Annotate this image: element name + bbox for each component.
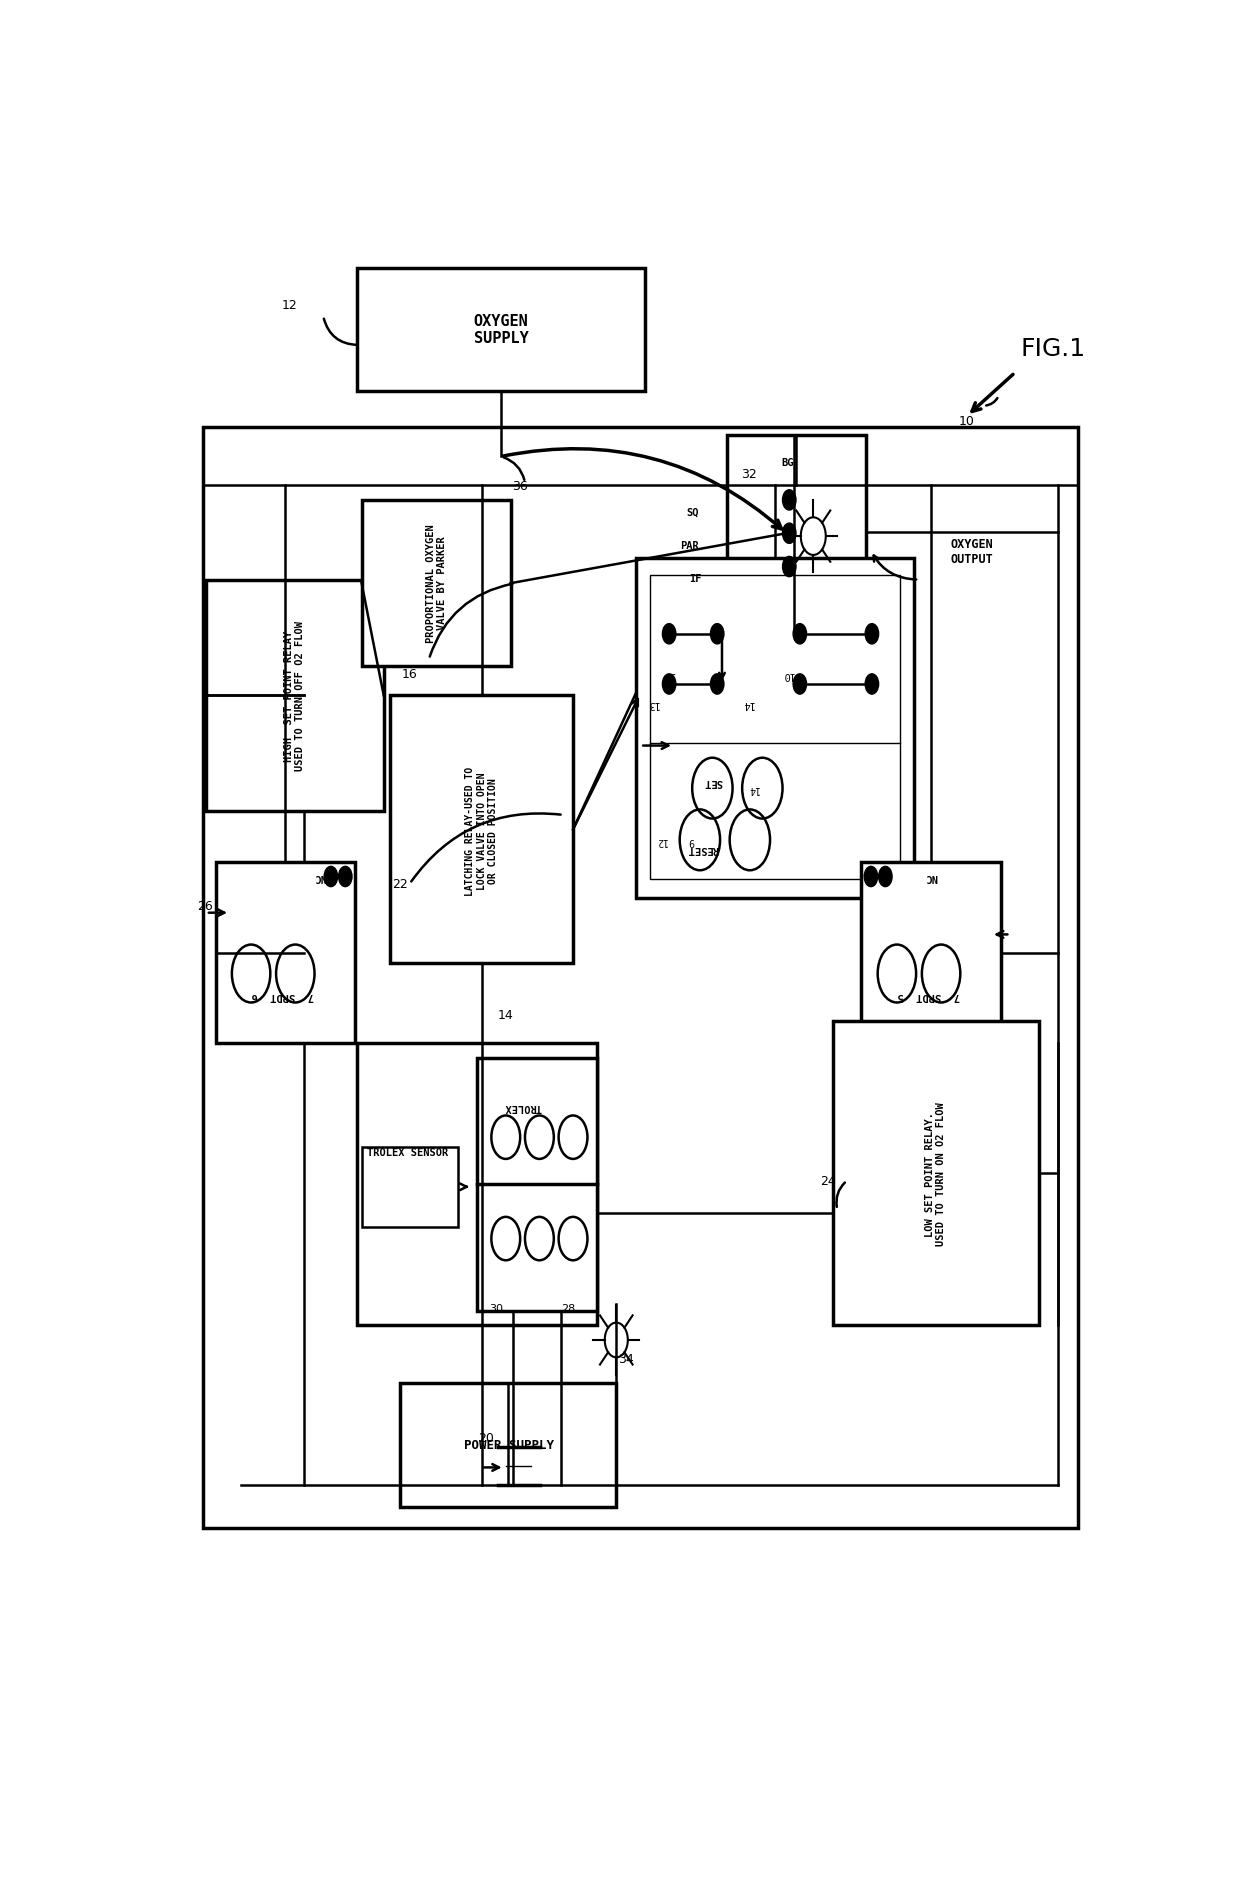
Text: 20: 20 <box>479 1431 495 1444</box>
Circle shape <box>782 556 796 577</box>
Text: 14: 14 <box>742 697 754 709</box>
Text: HIGH  SET POINT RELAY
USED TO TURN OFF O2 FLOW: HIGH SET POINT RELAY USED TO TURN OFF O2… <box>284 620 305 771</box>
FancyArrowPatch shape <box>503 459 525 481</box>
Bar <box>362 500 511 667</box>
Circle shape <box>866 675 879 696</box>
Text: 5: 5 <box>668 669 675 679</box>
Text: TROLEX SENSOR: TROLEX SENSOR <box>367 1147 449 1156</box>
Bar <box>727 436 866 632</box>
Bar <box>650 575 900 880</box>
Text: 22: 22 <box>392 878 408 891</box>
Text: SQ: SQ <box>687 508 699 517</box>
Bar <box>391 696 573 964</box>
Circle shape <box>662 624 676 645</box>
Text: NC: NC <box>925 872 937 882</box>
Circle shape <box>794 624 806 645</box>
Bar <box>477 1058 596 1312</box>
Bar <box>216 863 355 1043</box>
Text: IF: IF <box>689 573 702 585</box>
Text: 13: 13 <box>646 697 658 709</box>
Text: 7  SPDT  5: 7 SPDT 5 <box>898 991 960 1000</box>
Text: NC: NC <box>314 872 326 882</box>
Text: SET: SET <box>704 776 723 786</box>
Text: BG: BG <box>781 459 794 468</box>
Circle shape <box>866 624 879 645</box>
Text: 24: 24 <box>820 1175 836 1188</box>
Text: LOW SET POINT RELAY.
USED TO TURN ON O2 FLOW: LOW SET POINT RELAY. USED TO TURN ON O2 … <box>925 1102 946 1246</box>
Text: 7  SPDT  6: 7 SPDT 6 <box>252 991 314 1000</box>
Text: 30: 30 <box>489 1303 503 1314</box>
Bar <box>862 863 1001 1043</box>
Text: 32: 32 <box>742 468 756 481</box>
Text: 10: 10 <box>959 414 975 427</box>
Text: FIG.1: FIG.1 <box>1021 337 1086 361</box>
Text: 9: 9 <box>688 835 694 846</box>
Circle shape <box>324 867 337 887</box>
Bar <box>362 1147 458 1228</box>
Circle shape <box>879 867 892 887</box>
FancyArrowPatch shape <box>324 320 357 346</box>
Circle shape <box>662 675 676 696</box>
Text: POWER SUPPLY: POWER SUPPLY <box>464 1438 553 1451</box>
Bar <box>357 269 645 393</box>
Circle shape <box>711 675 724 696</box>
Bar <box>635 558 914 899</box>
Text: 12: 12 <box>281 299 298 312</box>
Bar <box>206 581 383 812</box>
Text: OXYGEN
SUPPLY: OXYGEN SUPPLY <box>474 314 528 346</box>
Text: 14: 14 <box>746 784 759 793</box>
Bar <box>203 429 1078 1528</box>
Text: PAR: PAR <box>681 541 699 551</box>
FancyArrowPatch shape <box>412 814 560 882</box>
Text: 10: 10 <box>781 669 794 679</box>
Circle shape <box>339 867 352 887</box>
FancyArrowPatch shape <box>430 585 512 658</box>
Text: 14: 14 <box>498 1008 513 1021</box>
Text: PROPORTIONAL OXYGEN
VALVE BY PARKER: PROPORTIONAL OXYGEN VALVE BY PARKER <box>425 525 448 643</box>
FancyArrowPatch shape <box>986 399 997 406</box>
Circle shape <box>782 491 796 511</box>
Bar <box>832 1023 1039 1325</box>
Text: OXYGEN
OUTPUT: OXYGEN OUTPUT <box>951 538 993 566</box>
Text: 36: 36 <box>512 479 528 493</box>
Bar <box>401 1384 616 1506</box>
Text: 16: 16 <box>402 667 418 681</box>
Circle shape <box>782 525 796 543</box>
Circle shape <box>864 867 878 887</box>
Text: 26: 26 <box>197 899 213 912</box>
FancyArrowPatch shape <box>837 1183 844 1207</box>
Circle shape <box>711 624 724 645</box>
Text: 28: 28 <box>562 1303 575 1314</box>
Text: TROLEX: TROLEX <box>505 1102 542 1111</box>
Text: 12: 12 <box>656 835 667 846</box>
Text: LATCHING RELAY-USED TO
LOCK VALVE INTO OPEN
OR CLOSED POSITION: LATCHING RELAY-USED TO LOCK VALVE INTO O… <box>465 767 498 895</box>
Circle shape <box>794 675 806 696</box>
Text: RESET: RESET <box>687 842 718 854</box>
Text: 34: 34 <box>618 1352 634 1365</box>
Bar <box>357 1043 596 1325</box>
